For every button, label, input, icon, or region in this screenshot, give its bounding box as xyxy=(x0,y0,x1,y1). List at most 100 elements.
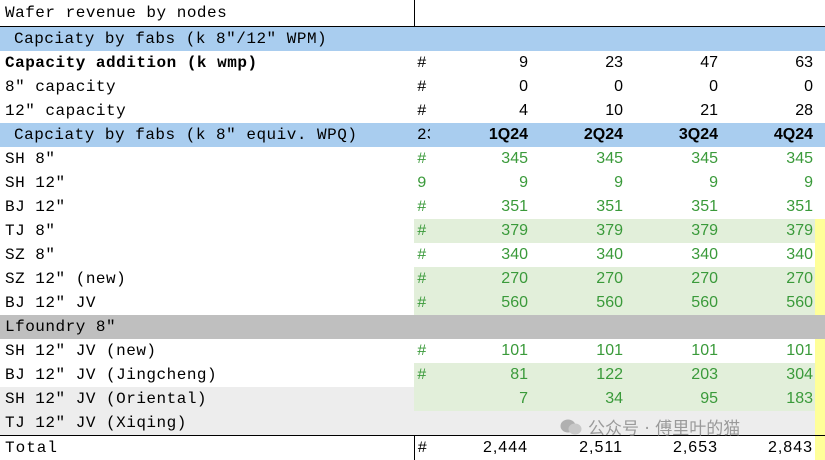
edge xyxy=(815,195,825,219)
cell: 340 xyxy=(786,245,813,263)
cell: 101 xyxy=(501,341,528,359)
cell: 101 xyxy=(596,341,623,359)
row-label: SH 12″ JV (new) xyxy=(5,341,157,360)
row: Capacity addition (k wmp) # 9 23 47 63 xyxy=(0,51,825,75)
cell: 10 xyxy=(605,101,623,119)
row-label: Total xyxy=(0,434,415,460)
total-row: Total #2,444 2,511 2,653 2,843 xyxy=(0,434,825,460)
row-label: Capacity addition (k wmp) xyxy=(5,53,258,72)
marker: # xyxy=(417,341,427,360)
marker: # xyxy=(414,362,430,387)
title: Wafer revenue by nodes xyxy=(0,0,415,27)
cell: 101 xyxy=(691,341,718,359)
empty-cell xyxy=(414,0,825,27)
edge xyxy=(815,434,825,460)
section-title: Capciaty by fabs (k 8″/12″ WPM) xyxy=(0,26,825,51)
section-header: Capciaty by fabs (k 8″ equiv. WPQ) 23 1Q… xyxy=(0,122,825,147)
cell: 351 xyxy=(501,197,528,215)
cell: 2,444 xyxy=(430,434,530,460)
title-row: Wafer revenue by nodes xyxy=(0,0,825,27)
column-header: 3Q24 xyxy=(625,122,720,147)
row-label: BJ 12″ JV (Jingcheng) xyxy=(5,365,218,384)
cell: 34 xyxy=(530,386,625,411)
cell: 345 xyxy=(691,149,718,167)
row: 8″ capacity # 0 0 0 0 xyxy=(0,75,825,99)
cell: 2,653 xyxy=(625,434,720,460)
row-label: SH 8″ xyxy=(5,149,56,168)
cell: 0 xyxy=(804,77,813,95)
edge xyxy=(815,242,825,267)
cell: 4 xyxy=(519,101,528,119)
cell: 379 xyxy=(720,218,815,243)
edge xyxy=(815,338,825,363)
section-header: Capciaty by fabs (k 8″/12″ WPM) xyxy=(0,26,825,51)
marker: # xyxy=(414,266,430,291)
cell: 345 xyxy=(596,149,623,167)
edge xyxy=(815,410,825,435)
wechat-icon xyxy=(560,419,582,434)
row: SZ 8″ #340 340 340 340 xyxy=(0,242,825,267)
cell: 560 xyxy=(625,290,720,315)
empty-cell xyxy=(414,410,815,435)
column-header: 4Q24 xyxy=(720,122,815,147)
cell: 0 xyxy=(614,77,623,95)
marker: # xyxy=(414,434,430,460)
cell: 101 xyxy=(786,341,813,359)
cell: 270 xyxy=(430,266,530,291)
cell: 345 xyxy=(501,149,528,167)
cell: 560 xyxy=(720,290,815,315)
cell: 81 xyxy=(430,362,530,387)
edge xyxy=(815,386,825,411)
cell: 304 xyxy=(720,362,815,387)
cell: 122 xyxy=(530,362,625,387)
cell: 9 xyxy=(614,173,623,191)
row: SZ 12″ (new) #270 270 270 270 xyxy=(0,266,825,291)
row: SH 12″ JV (new) #101 101 101 101 xyxy=(0,338,825,363)
cell: 379 xyxy=(530,218,625,243)
cell: 351 xyxy=(596,197,623,215)
cell: 0 xyxy=(709,77,718,95)
row-label: SH 12″ JV (Oriental) xyxy=(0,386,414,411)
row: TJ 8″ #379 379 379 379 xyxy=(0,218,825,243)
edge xyxy=(815,218,825,243)
row-label: TJ 12″ JV (Xiqing) xyxy=(0,410,414,435)
marker: 23 xyxy=(414,122,430,147)
column-header: 1Q24 xyxy=(430,122,530,147)
row-label: SZ 8″ xyxy=(5,245,56,264)
row-label: SH 12″ xyxy=(5,173,66,192)
marker: # xyxy=(414,218,430,243)
cell: 2,843 xyxy=(720,434,815,460)
cell: 560 xyxy=(530,290,625,315)
cell: 9 xyxy=(519,173,528,191)
cell: 7 xyxy=(430,386,530,411)
cell: 340 xyxy=(691,245,718,263)
section-title: Capciaty by fabs (k 8″ equiv. WPQ) xyxy=(0,122,414,147)
cell: 379 xyxy=(430,218,530,243)
marker: # xyxy=(417,245,427,264)
cell: 560 xyxy=(430,290,530,315)
row: SH 12″ JV (Oriental) 7 34 95 183 xyxy=(0,386,825,411)
row: 12″ capacity # 4 10 21 28 xyxy=(0,99,825,123)
cell: 9 xyxy=(709,173,718,191)
cell: 270 xyxy=(530,266,625,291)
row-label: BJ 12″ JV xyxy=(5,293,96,312)
cell: 9 xyxy=(804,173,813,191)
column-header: 2Q24 xyxy=(530,122,625,147)
edge xyxy=(815,171,825,195)
edge xyxy=(815,266,825,291)
row-label: SZ 12″ (new) xyxy=(5,269,127,288)
cell: 183 xyxy=(720,386,815,411)
row-label: 8″ capacity xyxy=(5,77,117,96)
marker: # xyxy=(417,101,427,120)
cell: 270 xyxy=(720,266,815,291)
cell: 345 xyxy=(786,149,813,167)
watermark-text: 公众号 · 傅里叶的猫 xyxy=(588,419,741,439)
cell: 21 xyxy=(700,101,718,119)
row: Lfoundry 8″ xyxy=(0,314,825,339)
marker: # xyxy=(417,197,427,216)
cell: 340 xyxy=(596,245,623,263)
marker: # xyxy=(417,53,427,72)
row-label: BJ 12″ xyxy=(5,197,66,216)
cell: 9 xyxy=(519,53,528,71)
